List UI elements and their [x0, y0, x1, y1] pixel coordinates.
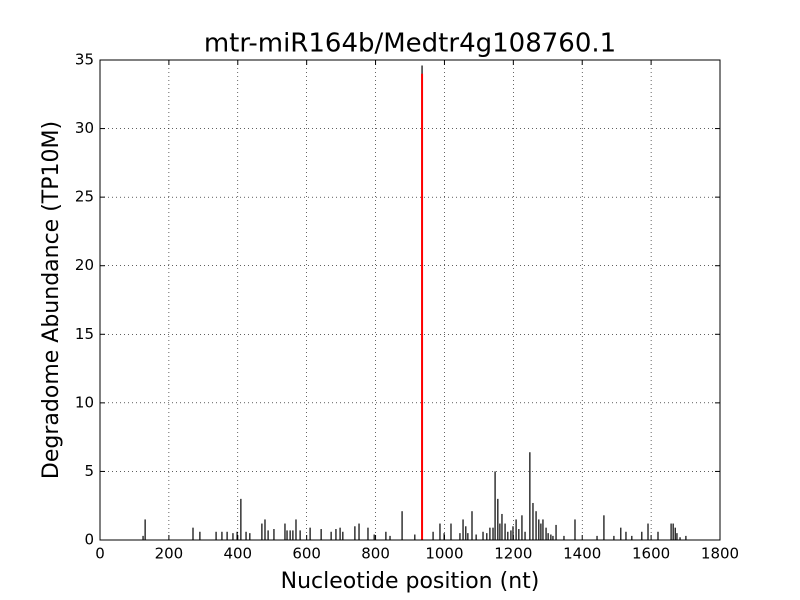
x-tick-label: 0	[95, 545, 105, 563]
y-tick-label: 20	[75, 256, 94, 274]
y-tick-label: 0	[84, 531, 94, 549]
x-tick-label: 1000	[425, 545, 463, 563]
chart-title: mtr-miR164b/Medtr4g108760.1	[204, 29, 616, 59]
y-tick-label: 10	[75, 393, 94, 411]
y-axis-label: Degradome Abundance (TP10M)	[39, 121, 64, 479]
x-tick-label: 400	[223, 545, 252, 563]
x-tick-label: 1600	[632, 545, 670, 563]
plot-frame	[99, 59, 721, 541]
y-tick-label: 35	[75, 51, 94, 69]
y-tick-label: 15	[75, 325, 94, 343]
x-axis-label: Nucleotide position (nt)	[281, 569, 540, 594]
x-tick-label: 800	[361, 545, 390, 563]
x-tick-label: 1400	[563, 545, 601, 563]
y-tick-label: 25	[75, 188, 94, 206]
x-tick-label: 1800	[701, 545, 739, 563]
y-tick-label: 30	[75, 119, 94, 137]
x-tick-label: 1200	[494, 545, 532, 563]
x-tick-label: 200	[155, 545, 184, 563]
y-tick-label: 5	[84, 462, 94, 480]
x-tick-label: 600	[292, 545, 321, 563]
